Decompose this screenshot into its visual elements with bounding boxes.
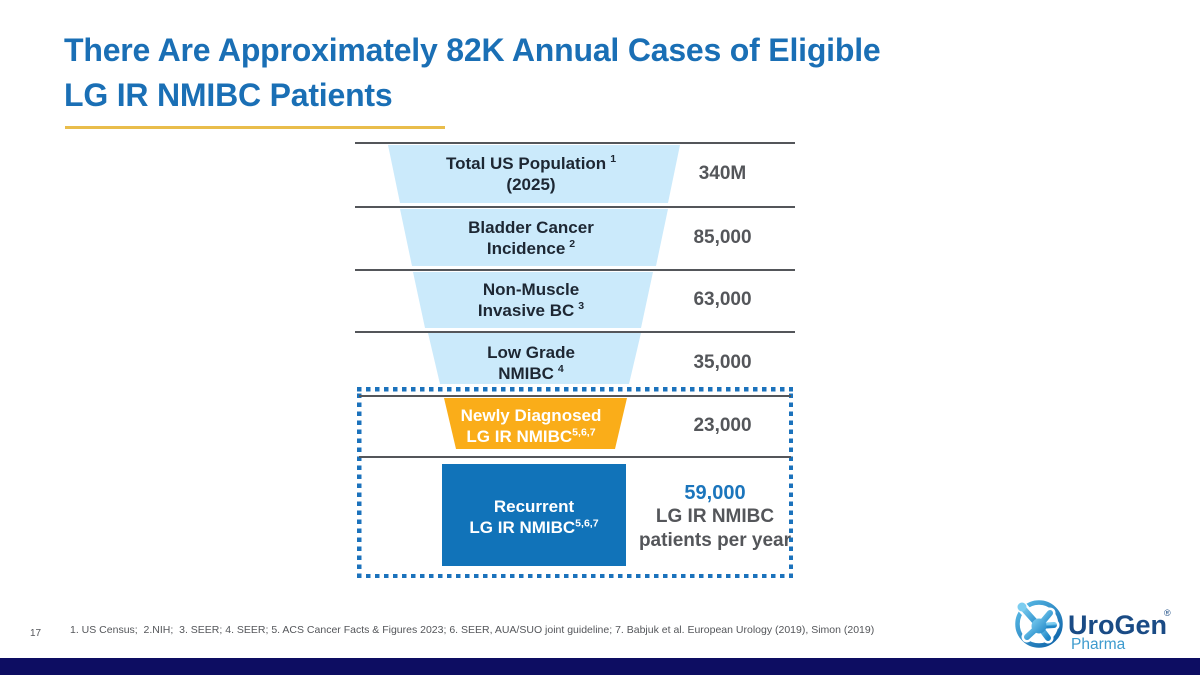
page-title: There Are Approximately 82K Annual Cases… xyxy=(64,28,1064,118)
funnel-row-low-grade-nmibc: Low Grade NMIBC 4 35,000 xyxy=(355,331,795,395)
page-title-line1: There Are Approximately 82K Annual Cases… xyxy=(64,32,881,68)
funnel-row-label: Low Grade NMIBC 4 xyxy=(487,343,575,383)
funnel-row-label: Newly Diagnosed LG IR NMIBC5,6,7 xyxy=(460,405,602,446)
funnel-rectangle-blue xyxy=(442,464,626,566)
funnel-row-label: Recurrent LG IR NMIBC5,6,7 xyxy=(469,497,599,537)
logo-brand-text: UroGen xyxy=(1068,610,1167,640)
funnel-trapezoid xyxy=(413,272,653,328)
molecule-circle-icon xyxy=(1015,600,1063,648)
funnel-row-value: 85,000 xyxy=(693,226,752,248)
funnel-row-total-us-population: Total US Population 1 (2025) 340M xyxy=(355,142,795,206)
funnel-row-recurrent: Recurrent LG IR NMIBC5,6,7 59,000 LG IR … xyxy=(355,456,795,578)
funnel-row-bladder-cancer-incidence: Bladder Cancer Incidence 2 85,000 xyxy=(355,206,795,269)
funnel-row-value-annotation: 59,000 LG IR NMIBC patients per year xyxy=(635,481,795,553)
funnel-trapezoid xyxy=(388,145,680,203)
funnel-row-label: Total US Population 1 (2025) xyxy=(445,153,617,194)
logo-sub-text: Pharma xyxy=(1071,636,1126,652)
funnel-row-value: 340M xyxy=(698,163,747,184)
urogen-logo-graphic: UroGen ® Pharma xyxy=(1015,600,1171,653)
funnel-row-label: Bladder Cancer Incidence 2 xyxy=(468,217,594,258)
page-number: 17 xyxy=(30,628,42,639)
urogen-pharma-logo: UroGen ® Pharma xyxy=(1012,596,1187,653)
title-underline xyxy=(65,126,445,129)
annotation-line2: LG IR NMIBC xyxy=(655,506,775,527)
footer-bar xyxy=(0,658,1200,675)
separator-line xyxy=(359,456,791,458)
funnel-trapezoid xyxy=(428,333,641,384)
funnel-row-non-muscle-invasive-bc: Non-Muscle Invasive BC 3 63,000 xyxy=(355,269,795,331)
registered-mark-icon: ® xyxy=(1164,608,1171,618)
page-title-line2: LG IR NMIBC Patients xyxy=(64,77,393,113)
annotation-value: 59,000 xyxy=(684,482,746,504)
funnel-row-newly-diagnosed: Newly Diagnosed LG IR NMIBC5,6,7 23,000 xyxy=(355,395,795,456)
separator-line xyxy=(355,269,795,271)
separator-line xyxy=(355,142,795,144)
funnel-chart: Total US Population 1 (2025) 340M Bladder… xyxy=(355,140,795,585)
separator-line xyxy=(355,331,795,333)
footnote-references: 1. US Census; 2.NIH; 3. SEER; 4. SEER; 5… xyxy=(70,624,875,636)
funnel-row-value: 63,000 xyxy=(693,289,752,310)
annotation-line3: patients per year xyxy=(638,530,792,551)
funnel-trapezoid-orange xyxy=(444,398,627,449)
separator-line xyxy=(359,395,791,397)
separator-line xyxy=(355,206,795,208)
funnel-row-value: 23,000 xyxy=(693,414,752,436)
funnel-row-value: 35,000 xyxy=(693,352,752,373)
funnel-trapezoid xyxy=(400,209,668,266)
funnel-row-label: Non-Muscle Invasive BC 3 xyxy=(477,280,585,320)
